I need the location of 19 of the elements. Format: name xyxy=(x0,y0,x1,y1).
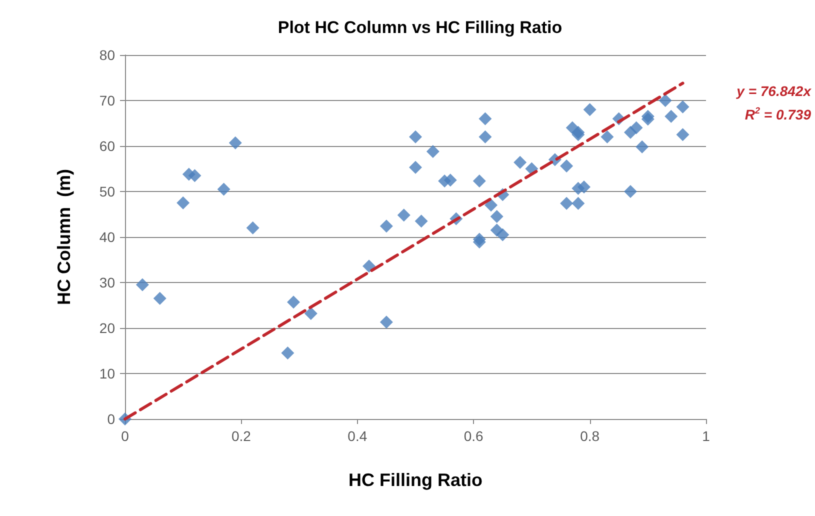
x-tick-label: 0.2 xyxy=(231,428,252,444)
chart-title: Plot HC Column vs HC Filling Ratio xyxy=(278,18,562,37)
x-axis-title: HC Filling Ratio xyxy=(348,470,482,490)
y-axis-title: HC Column (m) xyxy=(54,169,74,305)
y-tick-label: 70 xyxy=(99,92,116,108)
y-tick-label: 10 xyxy=(99,366,116,382)
text: y = 76.842x xyxy=(736,83,812,99)
x-tick-label: 0 xyxy=(121,428,130,444)
y-tick-label: 40 xyxy=(99,229,116,245)
y-tick-label: 0 xyxy=(107,411,116,427)
y-tick-label: 50 xyxy=(99,184,116,200)
x-tick-label: 0.4 xyxy=(348,428,368,444)
y-tick-label: 60 xyxy=(99,138,116,154)
x-tick-label: 1 xyxy=(702,428,710,444)
y-tick-label: 80 xyxy=(99,47,116,63)
x-tick-label: 0.8 xyxy=(580,428,600,444)
y-tick-label: 20 xyxy=(99,320,116,336)
x-tick-label: 0.6 xyxy=(464,428,484,444)
y-tick-label: 30 xyxy=(99,274,116,290)
